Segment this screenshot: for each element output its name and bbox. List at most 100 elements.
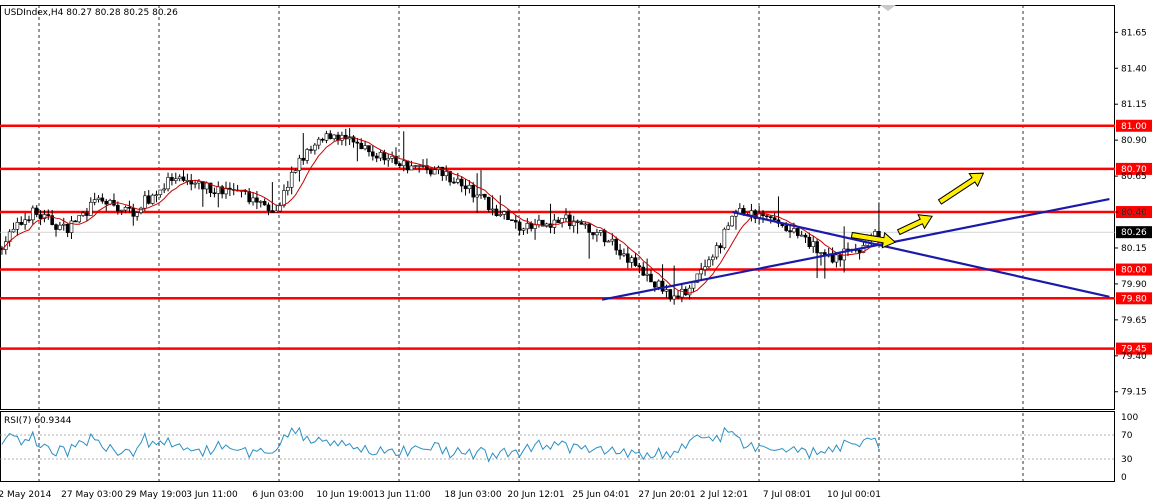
rsi-title: RSI(7) 60.9344	[4, 416, 72, 426]
candle-body	[483, 193, 487, 198]
candle-body	[216, 186, 221, 194]
candle-body	[173, 178, 178, 181]
candle-body	[699, 269, 704, 275]
candle-body	[293, 170, 298, 173]
forecast-arrows	[850, 5, 985, 249]
candle-body	[31, 207, 35, 221]
candle-body	[374, 155, 379, 159]
candle-body	[61, 223, 66, 226]
current-price-label: 80.26	[1121, 228, 1147, 238]
candle-body	[838, 254, 843, 261]
moving-average-line	[1, 136, 880, 294]
candle-body	[811, 241, 816, 247]
candle-body	[305, 149, 309, 161]
chart-title: USDIndex,H4 80.27 80.28 80.25 80.26	[4, 8, 178, 18]
level-label-bg	[1116, 292, 1152, 305]
level-label: 80.00	[1121, 266, 1147, 276]
candle-body	[270, 210, 275, 213]
candle-body	[807, 236, 812, 247]
candle-body	[521, 228, 526, 231]
level-label-bg	[1116, 342, 1152, 355]
candle-body	[718, 245, 723, 249]
candle-body	[316, 138, 321, 146]
candle-body	[768, 216, 773, 218]
candle-body	[622, 253, 626, 256]
forecast-arrow	[896, 214, 933, 236]
level-label-bg	[1116, 119, 1152, 132]
candle-body	[390, 155, 394, 159]
candle-body	[656, 280, 661, 288]
horizontal-levels: 81.00 80.70 80.40 80.00 79.80 79.45 80.26	[0, 119, 1152, 355]
candle-body	[320, 138, 325, 141]
candle-body	[116, 204, 120, 212]
candle-body	[328, 133, 333, 140]
candle-body	[873, 231, 877, 237]
price-tick-label: 80.65	[1121, 172, 1147, 182]
candle-body	[355, 141, 360, 144]
candle-body	[65, 223, 70, 233]
candle-body	[81, 212, 85, 216]
scroll-marker	[880, 5, 896, 11]
candle-body	[166, 177, 170, 190]
candle-body	[371, 151, 375, 157]
candle-body	[591, 232, 595, 236]
rsi-line	[1, 426, 880, 463]
candle-body	[687, 287, 692, 296]
candle-body	[537, 219, 541, 226]
candle-body	[158, 189, 163, 196]
candle-body	[560, 217, 564, 223]
candle-body	[645, 273, 649, 276]
candle-body	[486, 196, 491, 210]
candle-body	[467, 184, 472, 190]
candle-body	[58, 224, 62, 230]
candle-body	[92, 199, 97, 203]
candle-body	[432, 169, 437, 175]
candle-body	[127, 206, 132, 209]
candle-body	[510, 219, 514, 222]
candle-body	[359, 142, 364, 150]
candle-body	[618, 249, 622, 256]
candle-body	[513, 220, 518, 223]
candle-body	[177, 176, 182, 180]
candle-body	[479, 193, 483, 196]
candle-body	[726, 225, 731, 230]
candle-body	[88, 201, 93, 216]
candle-body	[119, 209, 124, 212]
candle-body	[664, 289, 669, 292]
candle-body	[761, 212, 765, 217]
candle-body	[50, 215, 54, 225]
candle-body	[409, 165, 414, 171]
candle-body	[633, 257, 638, 266]
price-tick-label: 80.40	[1121, 208, 1147, 218]
candle-body	[788, 230, 792, 233]
candle-body	[85, 212, 89, 216]
candles	[0, 128, 881, 305]
candle-body	[193, 182, 197, 185]
price-tick-label: 80.90	[1121, 136, 1147, 146]
candle-body	[541, 219, 545, 227]
candle-body	[564, 214, 568, 219]
candle-body	[517, 221, 522, 231]
candle-body	[714, 245, 719, 258]
candle-body	[301, 157, 306, 161]
candle-body	[568, 214, 572, 227]
candle-body	[131, 207, 136, 217]
candle-body	[258, 201, 263, 203]
price-tick-label: 80.15	[1121, 244, 1147, 254]
candle-body	[143, 195, 147, 209]
rsi-panel: 100 70 30 0	[0, 413, 1138, 483]
candle-body	[208, 182, 213, 194]
candle-body	[606, 240, 611, 243]
candle-body	[170, 177, 174, 181]
candle-body	[587, 223, 591, 233]
candle-body	[278, 205, 282, 212]
rsi-tick-label: 0	[1121, 473, 1127, 483]
time-tick-label: 6 Jun 03:00	[252, 490, 304, 500]
level-label-bg	[1116, 162, 1152, 175]
price-tick-label: 79.65	[1121, 316, 1147, 326]
candle-body	[398, 163, 402, 167]
candle-body	[27, 219, 31, 222]
candle-body	[877, 231, 881, 238]
candle-body	[382, 152, 387, 161]
